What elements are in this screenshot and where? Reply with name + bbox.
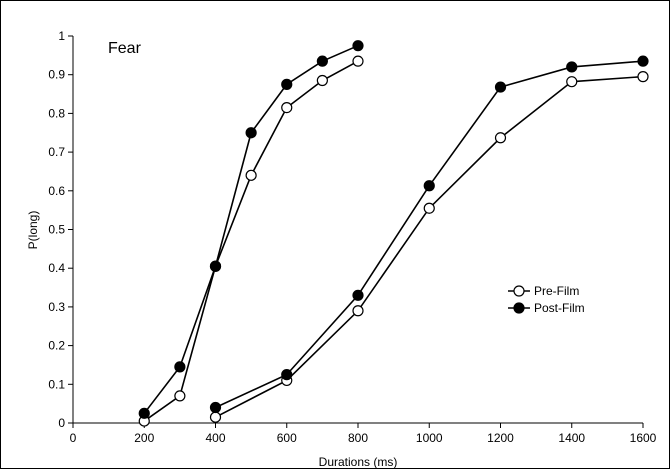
data-point: [423, 202, 435, 214]
x-tick-label: 1400: [558, 431, 585, 445]
legend: Pre-Film Post-Film: [508, 284, 585, 315]
x-tick-label: 200: [134, 431, 154, 445]
legend-marker: [513, 285, 525, 297]
x-tick-label: 1000: [416, 431, 443, 445]
y-tick-label: 0.3: [48, 300, 65, 314]
data-point: [566, 61, 578, 73]
x-tick-label: 400: [205, 431, 225, 445]
legend-label: Pre-Film: [534, 284, 579, 298]
data-point: [138, 407, 150, 419]
data-point: [209, 411, 222, 423]
data-point: [566, 76, 578, 88]
x-tick-label: 0: [70, 431, 77, 445]
y-tick-label: 0.2: [48, 339, 65, 353]
data-point: [209, 401, 222, 414]
y-tick-label: 0.8: [48, 106, 65, 120]
data-point: [316, 55, 328, 67]
data-point: [281, 78, 293, 90]
legend-marker: [513, 302, 525, 314]
series-layer: [138, 40, 649, 427]
data-point: [281, 369, 293, 381]
x-tick-label: 600: [277, 431, 297, 445]
x-tick-label: 1200: [487, 431, 514, 445]
series-pre-filmshort: [138, 55, 364, 427]
data-point: [352, 289, 364, 301]
ticks: 0 200 400 600 800 1000 1200 1400 1600 0 0.1 0.2 0.3 0…: [48, 29, 656, 445]
x-tick-label: 1600: [630, 431, 657, 445]
series-line: [143, 44, 359, 414]
y-tick-label: 0.1: [48, 377, 65, 391]
legend-item: Pre-Film: [508, 284, 579, 298]
legend-item: Post-Film: [508, 301, 585, 315]
data-point: [352, 305, 364, 317]
data-point: [174, 390, 186, 402]
data-point: [245, 169, 257, 181]
series-post-filmshort: [138, 40, 364, 419]
y-tick-label: 0.4: [48, 261, 65, 275]
data-point: [316, 74, 328, 87]
series-line: [215, 60, 644, 409]
legend-label: Post-Film: [534, 301, 585, 315]
data-point: [352, 55, 364, 67]
data-point: [209, 260, 222, 272]
y-tick-label: 0: [58, 416, 65, 430]
y-tick-label: 1: [58, 29, 65, 43]
data-point: [494, 132, 507, 144]
data-point: [174, 361, 186, 373]
data-point: [637, 71, 649, 83]
y-tick-label: 0.5: [48, 223, 65, 237]
x-tick-label: 800: [348, 431, 368, 445]
axes: [72, 36, 643, 424]
y-axis-title: P(long): [26, 211, 40, 250]
chart-title: Fear: [108, 40, 142, 57]
data-point: [494, 81, 507, 93]
y-tick-label: 0.7: [48, 145, 65, 159]
data-point: [423, 180, 435, 192]
data-point: [245, 127, 257, 139]
data-point: [352, 40, 364, 52]
series-post-filmlong: [209, 55, 649, 414]
series-line: [215, 75, 644, 418]
data-point: [281, 101, 293, 114]
series-pre-filmlong: [209, 71, 649, 423]
y-tick-label: 0.9: [48, 68, 65, 82]
y-tick-label: 0.6: [48, 184, 65, 198]
x-axis-title: Durations (ms): [319, 455, 398, 468]
data-point: [637, 55, 649, 67]
